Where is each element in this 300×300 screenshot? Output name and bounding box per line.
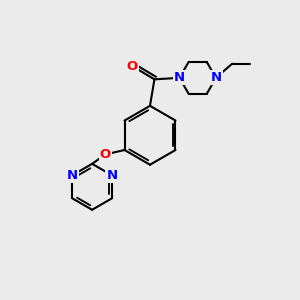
Text: N: N [106, 169, 118, 182]
Text: N: N [67, 169, 78, 182]
Text: O: O [127, 60, 138, 73]
Text: N: N [106, 169, 118, 182]
Text: N: N [174, 71, 185, 84]
Text: N: N [67, 169, 78, 182]
Text: N: N [174, 71, 185, 84]
Text: N: N [210, 71, 221, 84]
Text: O: O [127, 60, 138, 73]
Text: O: O [100, 148, 111, 161]
Text: N: N [174, 71, 185, 84]
Text: N: N [210, 71, 221, 84]
Text: O: O [100, 148, 111, 161]
